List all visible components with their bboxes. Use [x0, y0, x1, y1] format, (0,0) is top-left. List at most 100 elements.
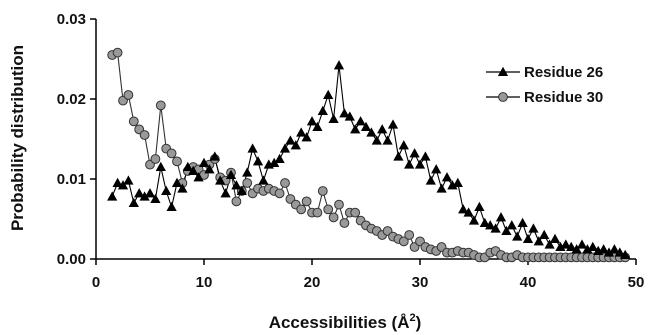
residue-26-point [533, 236, 544, 246]
residue-26-point [117, 180, 129, 190]
y-tick-label: 0.02 [57, 91, 86, 108]
residue-26-point [166, 201, 177, 211]
residue-26-point [161, 185, 172, 195]
residue-30-point [274, 188, 285, 199]
residue-26-point [620, 249, 631, 259]
residue-26-point [182, 161, 193, 171]
residue-26-point [571, 244, 582, 254]
residue-26-point [150, 193, 161, 203]
residue-30-point [150, 154, 161, 164]
residue-30-point [323, 204, 334, 215]
residue-30-point [123, 90, 134, 100]
residue-30-point [334, 199, 344, 210]
residue-26-point [323, 89, 334, 99]
residue-26-point [463, 207, 474, 217]
y-tick-label: 0.03 [57, 11, 86, 28]
residue-30-point [398, 236, 409, 247]
residue-26-point [501, 225, 512, 235]
residue-26-point [350, 124, 361, 134]
residue-26-point [107, 191, 118, 201]
residue-26-point [344, 111, 355, 121]
residue-26-point [474, 201, 485, 211]
residue-30-point [296, 204, 307, 215]
residue-26-point [252, 156, 264, 166]
residue-26-point [452, 177, 463, 187]
residue-30-point [242, 178, 253, 188]
residue-26-point [258, 175, 269, 185]
residue-26-point [360, 121, 372, 131]
residue-26-point [485, 220, 496, 230]
residue-26-point [290, 140, 301, 150]
residue-26-point [382, 135, 393, 145]
series-markers [107, 47, 631, 263]
residue-30-point [139, 130, 150, 140]
residue-30-point [301, 196, 312, 207]
residue-26-point [155, 161, 166, 171]
residue-26-point [506, 220, 517, 230]
residue-26-point [123, 175, 134, 185]
legend-residue-26-marker [497, 66, 509, 76]
residue-30-point [128, 116, 139, 127]
residue-30-point [166, 148, 177, 159]
x-tick-label: 40 [520, 274, 537, 291]
residue-26-point [317, 105, 328, 115]
legend: Residue 26 Residue 30 [486, 64, 603, 106]
residue-26-point [468, 215, 480, 225]
residue-26-point [544, 239, 555, 249]
x-tick-label: 10 [196, 274, 213, 291]
residue-30-point [350, 207, 361, 218]
residue-30-point [155, 100, 166, 111]
y-tick-label: 0.01 [57, 171, 86, 188]
residue-26-point [431, 164, 442, 174]
residue-26-point [247, 143, 258, 153]
residue-26-point [112, 177, 123, 187]
residue-26-point [458, 204, 469, 214]
residue-26-point [614, 247, 625, 257]
residue-26-point [134, 188, 145, 198]
residue-26-point [414, 159, 426, 169]
residue-26-point [512, 231, 523, 241]
residue-26-point [339, 108, 350, 118]
residue-26-point [225, 169, 237, 179]
residue-26-point [393, 151, 404, 161]
residue-26-point [236, 185, 247, 195]
residue-26-point [242, 167, 253, 177]
residue-30-point [328, 212, 339, 223]
y-axis-title: Probability distribution [8, 45, 27, 231]
residue-30-point [312, 207, 323, 218]
residue-26-point [398, 140, 409, 150]
residue-26-point [609, 244, 620, 254]
x-tick-label: 20 [304, 274, 321, 291]
residue-26-point [312, 121, 323, 131]
residue-30-point [112, 47, 123, 58]
residue-26-point [333, 60, 345, 70]
residue-26-point [198, 157, 210, 167]
residue-26-point [490, 223, 501, 233]
residue-26-point [231, 180, 242, 190]
residue-26-point [587, 241, 598, 251]
residue-26-point [598, 244, 609, 254]
residue-26-point [128, 197, 139, 207]
y-ticks: 0.00 0.01 0.02 0.03 [57, 11, 96, 268]
residue-26-point [328, 113, 339, 123]
residue-26-point [171, 177, 183, 187]
legend-residue-30-marker [498, 92, 508, 102]
residue-26-point [436, 183, 447, 193]
residue-26-point [495, 212, 507, 222]
legend-residue-26-label: Residue 26 [524, 64, 603, 81]
residue-26-point [528, 223, 539, 233]
residue-30-point [404, 230, 415, 240]
x-tick-label: 50 [628, 274, 645, 291]
residue-26-point [409, 148, 420, 158]
residue-26-point [220, 188, 231, 198]
residue-26-point [209, 151, 220, 161]
residue-26-point [441, 172, 453, 182]
residue-26-point [387, 119, 399, 129]
residue-26-point [144, 188, 156, 198]
residue-26-point [371, 135, 382, 145]
residue-26-point [517, 217, 528, 227]
residue-30-point [172, 156, 182, 167]
residue-26-point [549, 233, 561, 243]
y-tick-label: 0.00 [57, 251, 86, 268]
